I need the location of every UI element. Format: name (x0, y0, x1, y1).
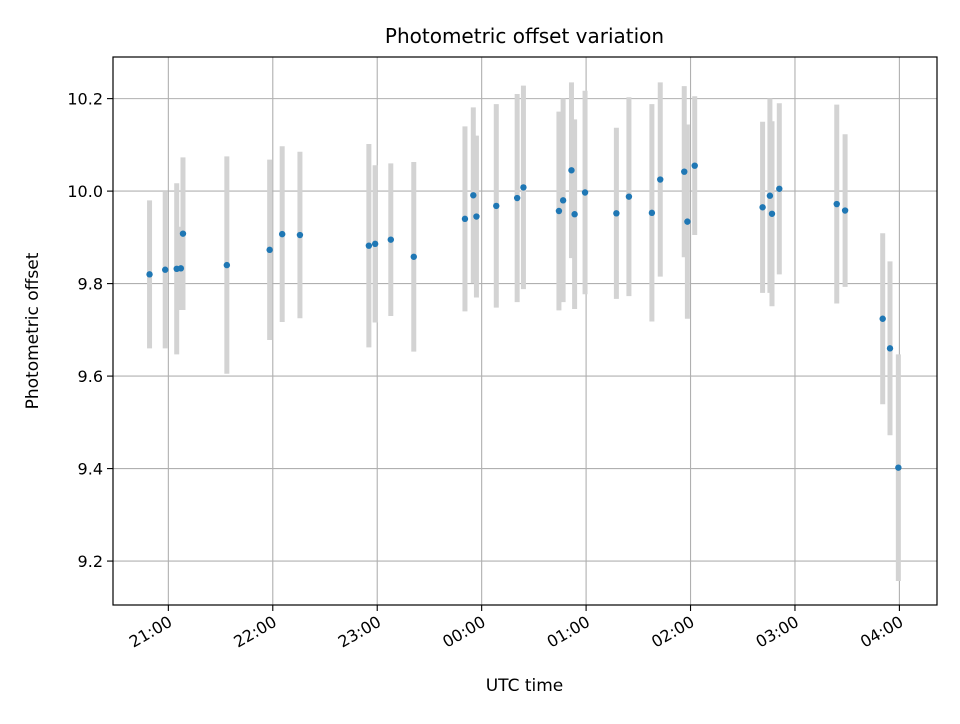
data-point (493, 202, 500, 210)
data-point (581, 189, 589, 196)
data-point (681, 168, 688, 175)
data-point (473, 213, 480, 220)
data-point (766, 192, 774, 199)
data-point (657, 176, 664, 183)
data-point (513, 194, 521, 202)
data-point (410, 253, 417, 260)
data-point (895, 464, 902, 471)
data-point (555, 207, 563, 215)
data-point (371, 240, 379, 248)
y-tick-label: 9.8 (78, 275, 103, 294)
data-point (759, 204, 766, 211)
point-layer (146, 162, 902, 471)
data-point (833, 200, 840, 208)
y-tick-layer: 9.2 9.4 9.6 9.8 10.0 10.2 (67, 90, 113, 571)
data-point (684, 218, 691, 225)
data-point (625, 193, 633, 200)
data-point (365, 242, 373, 249)
y-axis-label: Photometric offset (23, 252, 43, 409)
data-point (470, 192, 477, 199)
data-point (223, 261, 231, 269)
y-tick-label: 9.2 (78, 552, 103, 571)
data-point (559, 197, 567, 204)
x-axis-label: UTC time (486, 676, 564, 696)
data-point (648, 209, 656, 217)
data-point (162, 266, 169, 273)
data-point (278, 230, 286, 238)
data-point (520, 184, 527, 191)
chart-title: Photometric offset variation (385, 24, 664, 48)
y-tick-label: 10.2 (67, 90, 103, 109)
data-point (387, 236, 394, 243)
data-point (571, 211, 578, 218)
data-point (461, 215, 469, 223)
data-point (841, 207, 849, 214)
data-point (296, 231, 304, 239)
data-point (768, 210, 776, 217)
data-point (266, 246, 273, 254)
data-point (146, 271, 153, 278)
y-tick-label: 9.4 (78, 460, 103, 479)
y-tick-label: 9.6 (78, 367, 103, 386)
data-point (177, 265, 185, 272)
data-point (613, 210, 620, 217)
data-point (568, 167, 575, 174)
data-point (179, 230, 187, 237)
y-tick-label: 10.0 (67, 182, 103, 201)
data-point (879, 315, 886, 322)
data-point (776, 185, 783, 192)
data-point (886, 345, 894, 352)
data-point (691, 162, 698, 169)
plot-frame (112, 56, 938, 606)
